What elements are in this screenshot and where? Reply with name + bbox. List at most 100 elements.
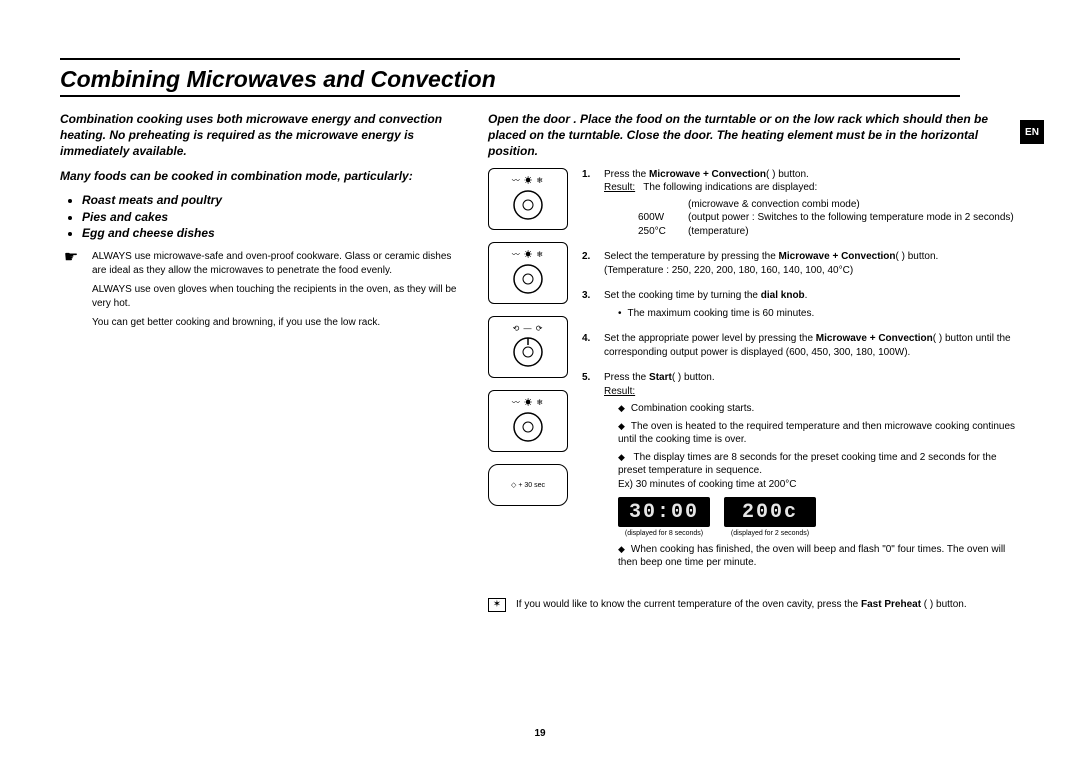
step-body: Press the Start( ) button. Result: Combi… (604, 371, 1020, 573)
step-body: Set the cooking time by turning the dial… (604, 289, 1020, 320)
table-row: (microwave & convection combi mode) (638, 198, 1020, 212)
panel-label: ◇ + 30 sec (511, 481, 545, 489)
step-text: Press the (604, 169, 649, 180)
icon-row: 〰 ☀ ❄ (512, 175, 544, 186)
list-item: The oven is heated to the required tempe… (618, 420, 1020, 447)
display-caption: (displayed for 2 seconds) (724, 529, 816, 538)
temperature-list: (Temperature : 250, 220, 200, 180, 160, … (604, 265, 853, 276)
result-label: Result: (604, 386, 635, 397)
button-name: Microwave + Convection (816, 333, 933, 344)
button-name: Start (649, 372, 672, 383)
note-text: ALWAYS use microwave-safe and oven-proof… (92, 250, 460, 277)
list-item: Pies and cakes (82, 209, 460, 226)
list-item: The display times are 8 seconds for the … (618, 451, 1020, 539)
step-number: 2. (582, 250, 596, 277)
important-note: ☛ ALWAYS use microwave-safe and oven-pro… (60, 250, 460, 336)
result-text: The display times are 8 seconds for the … (618, 452, 997, 477)
step-text: . (805, 290, 808, 301)
panel-column: 〰 ☀ ❄ 〰 ☀ ❄ ⟲ — ⟳ 〰 ☀ ❄ (488, 168, 568, 586)
step-text: Press the (604, 372, 649, 383)
start-panel-icon: ◇ + 30 sec (488, 464, 568, 506)
table-row: 600W (output power : Switches to the foll… (638, 211, 1020, 225)
example-text: Ex) 30 minutes of cooking time at 200°C (618, 479, 797, 490)
dial-icon (511, 262, 545, 296)
sub-list: The maximum cooking time is 60 minutes. (618, 307, 1020, 321)
ind-right: (output power : Switches to the followin… (688, 211, 1014, 225)
step-text: Set the cooking time by turning the (604, 290, 761, 301)
note-text: ALWAYS use oven gloves when touching the… (92, 283, 460, 310)
step-number: 4. (582, 332, 596, 359)
control-panel-icon: 〰 ☀ ❄ (488, 242, 568, 304)
step-number: 5. (582, 371, 596, 573)
ind-right: (temperature) (688, 225, 749, 239)
control-panel-icon: 〰 ☀ ❄ (488, 168, 568, 230)
steps-list: 1. Press the Microwave + Convection( ) b… (582, 168, 1020, 586)
step: 1. Press the Microwave + Convection( ) b… (582, 168, 1020, 239)
page-number: 19 (0, 728, 1080, 739)
pointer-icon: ☛ (60, 250, 82, 336)
step-number: 3. (582, 289, 596, 320)
intro-paragraph-2: Many foods can be cooked in combination … (60, 168, 460, 184)
note-text: You can get better cooking and browning,… (92, 316, 460, 330)
icon-row: 〰 ☀ ❄ (512, 249, 544, 260)
language-tab: EN (1020, 120, 1044, 144)
step-text: ( ) button. (896, 251, 939, 262)
step-text: Set the appropriate power level by press… (604, 333, 816, 344)
icon-row: 〰 ☀ ❄ (512, 397, 544, 408)
control-name: dial knob (761, 290, 805, 301)
step-body: Press the Microwave + Convection( ) butt… (604, 168, 1020, 239)
step-body: Select the temperature by pressing the M… (604, 250, 1020, 277)
step-body: Set the appropriate power level by press… (604, 332, 1020, 359)
table-row: 250°C (temperature) (638, 225, 1020, 239)
ind-left: 250°C (638, 225, 678, 239)
ind-left: 600W (638, 211, 678, 225)
tip-icon: ✶ (488, 598, 506, 612)
intro-paragraph-1: Combination cooking uses both microwave … (60, 111, 460, 160)
right-column: Open the door . Place the food on the tu… (488, 107, 1020, 612)
control-panel-icon: ⟲ — ⟳ (488, 316, 568, 378)
button-name: Microwave + Convection (779, 251, 896, 262)
dial-icon (511, 335, 545, 369)
step: 2. Select the temperature by pressing th… (582, 250, 1020, 277)
columns: Combination cooking uses both microwave … (60, 107, 1020, 612)
result-list: Combination cooking starts. The oven is … (618, 402, 1020, 569)
food-list: Roast meats and poultry Pies and cakes E… (82, 192, 460, 242)
rule-top (60, 58, 960, 60)
control-panel-icon: 〰 ☀ ❄ (488, 390, 568, 452)
manual-page: Combining Microwaves and Convection EN C… (0, 0, 1080, 763)
list-item: Egg and cheese dishes (82, 225, 460, 242)
result-label: Result: (604, 182, 635, 193)
rule-under (60, 95, 960, 97)
button-name: Fast Preheat (861, 599, 921, 610)
page-title: Combining Microwaves and Convection (60, 66, 1020, 93)
ind-left (638, 198, 678, 212)
step: 5. Press the Start( ) button. Result: Co… (582, 371, 1020, 573)
step-text: ( ) button. (766, 169, 809, 180)
tip-row: ✶ If you would like to know the current … (488, 598, 1020, 612)
step-number: 1. (582, 168, 596, 239)
procedure-intro: Open the door . Place the food on the tu… (488, 111, 1020, 160)
step-text: Select the temperature by pressing the (604, 251, 779, 262)
step-text: ( ) button. (672, 372, 715, 383)
dial-icon (511, 410, 545, 444)
segment-display: 30:00 (618, 497, 710, 527)
display-caption: (displayed for 8 seconds) (618, 529, 710, 538)
list-item: Roast meats and poultry (82, 192, 460, 209)
steps-wrap: 〰 ☀ ❄ 〰 ☀ ❄ ⟲ — ⟳ 〰 ☀ ❄ (488, 168, 1020, 586)
step: 3. Set the cooking time by turning the d… (582, 289, 1020, 320)
list-item: Combination cooking starts. (618, 402, 1020, 416)
left-column: Combination cooking uses both microwave … (60, 107, 460, 612)
dial-icon (511, 188, 545, 222)
ind-right: (microwave & convection combi mode) (688, 198, 860, 212)
display-col: 200c (displayed for 2 seconds) (724, 497, 816, 538)
list-item: The maximum cooking time is 60 minutes. (618, 307, 1020, 321)
icon-row: ⟲ — ⟳ (513, 324, 544, 333)
list-item: When cooking has finished, the oven will… (618, 543, 1020, 570)
button-name: Microwave + Convection (649, 169, 766, 180)
tip-part: ( ) button. (921, 599, 967, 610)
display-row: 30:00 (displayed for 8 seconds) 200c (di… (618, 497, 1020, 538)
result-text: The following indications are displayed: (643, 182, 817, 193)
note-body: ALWAYS use microwave-safe and oven-proof… (92, 250, 460, 336)
indicator-table: (microwave & convection combi mode) 600W… (638, 198, 1020, 239)
tip-text: If you would like to know the current te… (516, 598, 967, 612)
